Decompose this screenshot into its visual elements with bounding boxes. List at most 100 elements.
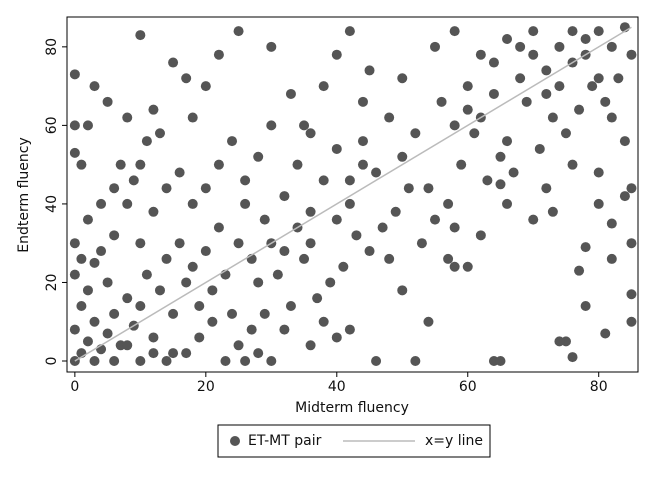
data-point bbox=[82, 336, 93, 347]
data-point bbox=[534, 143, 545, 154]
y-tick-label: 80 bbox=[44, 38, 60, 56]
data-point bbox=[135, 356, 146, 367]
data-point bbox=[344, 26, 355, 37]
data-point bbox=[240, 356, 251, 367]
data-point bbox=[351, 230, 362, 241]
data-point bbox=[305, 238, 316, 249]
data-point bbox=[423, 316, 434, 327]
data-point bbox=[567, 159, 578, 170]
data-point bbox=[580, 242, 591, 253]
data-point bbox=[109, 356, 120, 367]
data-point bbox=[187, 112, 198, 123]
data-point bbox=[541, 65, 552, 76]
data-point bbox=[168, 57, 179, 68]
data-point bbox=[207, 285, 218, 296]
data-point bbox=[305, 340, 316, 351]
data-point bbox=[462, 104, 473, 115]
data-point bbox=[148, 348, 159, 359]
y-tick-label: 20 bbox=[44, 274, 60, 292]
y-tick-label: 60 bbox=[44, 116, 60, 134]
data-point bbox=[613, 73, 624, 84]
data-point bbox=[161, 183, 172, 194]
data-point bbox=[312, 293, 323, 304]
data-point bbox=[233, 238, 244, 249]
data-point bbox=[449, 26, 460, 37]
data-point bbox=[475, 230, 486, 241]
data-point bbox=[423, 183, 434, 194]
data-point bbox=[318, 316, 329, 327]
data-point bbox=[606, 253, 617, 264]
data-point bbox=[174, 238, 185, 249]
data-point bbox=[462, 81, 473, 92]
data-point bbox=[318, 81, 329, 92]
data-point bbox=[626, 289, 637, 300]
data-point bbox=[580, 301, 591, 312]
data-point bbox=[253, 277, 264, 288]
data-point bbox=[141, 269, 152, 280]
data-point bbox=[259, 214, 270, 225]
data-point bbox=[469, 128, 480, 139]
data-point bbox=[364, 246, 375, 257]
data-point bbox=[135, 30, 146, 41]
data-point bbox=[128, 175, 139, 186]
data-point bbox=[89, 356, 100, 367]
data-point bbox=[593, 26, 604, 37]
data-point bbox=[266, 356, 277, 367]
data-point bbox=[416, 238, 427, 249]
data-point bbox=[187, 261, 198, 272]
data-point bbox=[96, 198, 107, 209]
data-point bbox=[89, 81, 100, 92]
data-point bbox=[122, 293, 133, 304]
data-point bbox=[96, 246, 107, 257]
data-point bbox=[331, 332, 342, 343]
data-point bbox=[109, 183, 120, 194]
data-point bbox=[528, 49, 539, 60]
data-point bbox=[299, 253, 310, 264]
data-point bbox=[357, 159, 368, 170]
data-point bbox=[593, 73, 604, 84]
x-tick-label: 0 bbox=[70, 379, 79, 395]
data-point bbox=[69, 120, 80, 131]
data-point bbox=[390, 206, 401, 217]
data-point bbox=[574, 265, 585, 276]
data-point bbox=[357, 96, 368, 107]
data-point bbox=[488, 57, 499, 68]
data-point bbox=[246, 324, 257, 335]
data-point bbox=[135, 159, 146, 170]
data-point bbox=[502, 198, 513, 209]
data-point bbox=[227, 136, 238, 147]
data-point bbox=[213, 49, 224, 60]
data-point bbox=[168, 348, 179, 359]
data-point bbox=[181, 277, 192, 288]
data-point bbox=[397, 151, 408, 162]
y-tick-label: 40 bbox=[44, 195, 60, 213]
data-point bbox=[619, 136, 630, 147]
data-point bbox=[600, 328, 611, 339]
data-point bbox=[69, 269, 80, 280]
data-point bbox=[122, 198, 133, 209]
y-tick-label: 0 bbox=[44, 357, 60, 366]
data-point bbox=[76, 159, 87, 170]
data-point bbox=[626, 238, 637, 249]
data-point bbox=[508, 167, 519, 178]
data-point bbox=[364, 65, 375, 76]
data-point bbox=[69, 324, 80, 335]
data-point bbox=[331, 214, 342, 225]
data-point bbox=[502, 136, 513, 147]
data-point bbox=[272, 269, 283, 280]
data-point bbox=[194, 332, 205, 343]
data-point bbox=[285, 88, 296, 99]
data-point bbox=[148, 206, 159, 217]
data-point bbox=[547, 112, 558, 123]
data-point bbox=[384, 253, 395, 264]
data-point bbox=[541, 88, 552, 99]
data-point bbox=[574, 104, 585, 115]
data-point bbox=[521, 96, 532, 107]
data-point bbox=[82, 214, 93, 225]
data-point bbox=[456, 159, 467, 170]
legend-label: ET-MT pair bbox=[248, 433, 322, 449]
x-tick-label: 80 bbox=[590, 379, 608, 395]
data-point bbox=[449, 120, 460, 131]
data-point bbox=[292, 159, 303, 170]
